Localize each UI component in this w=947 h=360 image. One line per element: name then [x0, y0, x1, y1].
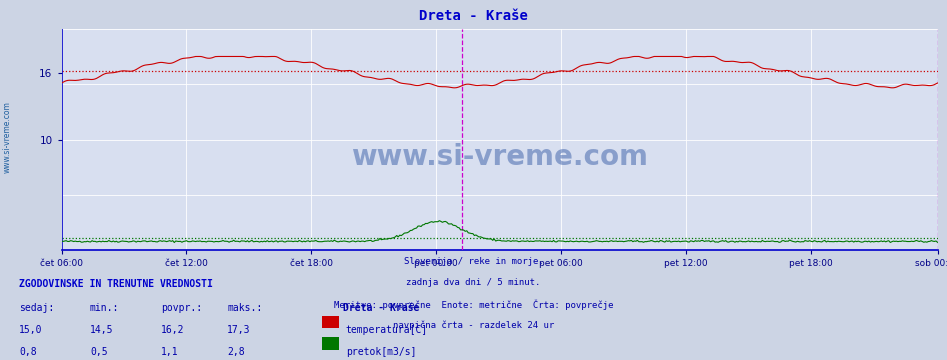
Text: 14,5: 14,5 — [90, 325, 114, 335]
Text: maks.:: maks.: — [227, 303, 262, 314]
Text: Dreta - Kraše: Dreta - Kraše — [420, 9, 527, 23]
Text: www.si-vreme.com: www.si-vreme.com — [351, 143, 648, 171]
Text: 1,1: 1,1 — [161, 347, 179, 357]
Text: Meritve: povprečne  Enote: metrične  Črta: povprečje: Meritve: povprečne Enote: metrične Črta:… — [333, 299, 614, 310]
Text: temperatura[C]: temperatura[C] — [346, 325, 428, 335]
Text: ZGODOVINSKE IN TRENUTNE VREDNOSTI: ZGODOVINSKE IN TRENUTNE VREDNOSTI — [19, 279, 213, 289]
Text: 16,2: 16,2 — [161, 325, 185, 335]
Text: sedaj:: sedaj: — [19, 303, 54, 314]
Text: 17,3: 17,3 — [227, 325, 251, 335]
Text: www.si-vreme.com: www.si-vreme.com — [3, 101, 12, 173]
Text: Slovenija / reke in morje.: Slovenija / reke in morje. — [403, 257, 544, 266]
Text: navpična črta - razdelek 24 ur: navpična črta - razdelek 24 ur — [393, 320, 554, 329]
Text: min.:: min.: — [90, 303, 119, 314]
Text: povpr.:: povpr.: — [161, 303, 202, 314]
Text: zadnja dva dni / 5 minut.: zadnja dva dni / 5 minut. — [406, 278, 541, 287]
Text: 2,8: 2,8 — [227, 347, 245, 357]
Text: 15,0: 15,0 — [19, 325, 43, 335]
Text: Dreta - Kraše: Dreta - Kraše — [343, 303, 420, 314]
Text: 0,8: 0,8 — [19, 347, 37, 357]
Text: 0,5: 0,5 — [90, 347, 108, 357]
Text: pretok[m3/s]: pretok[m3/s] — [346, 347, 416, 357]
